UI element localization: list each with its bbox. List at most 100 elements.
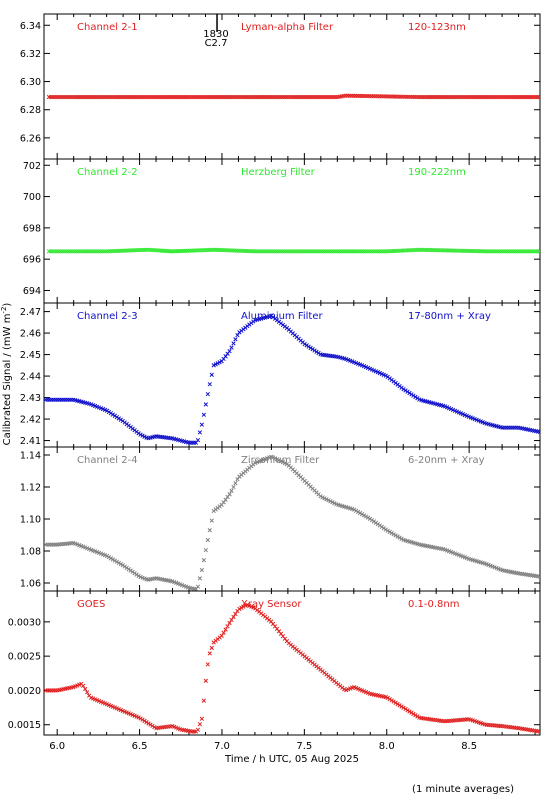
data-point <box>229 345 234 350</box>
data-point <box>195 584 201 589</box>
y-tick-label: 702 <box>23 161 41 172</box>
x-tick-label: 6.0 <box>49 741 65 752</box>
data-point <box>227 620 232 626</box>
filter-label: Herzberg Filter <box>241 167 316 178</box>
data-point <box>389 698 394 703</box>
data-point <box>138 716 143 721</box>
data-point <box>199 716 205 721</box>
x-axis-label: Time / h UTC, 05 Aug 2025 <box>224 754 359 765</box>
data-point <box>397 703 402 708</box>
data-point <box>537 729 540 734</box>
y-tick-label: 0.0025 <box>8 652 41 663</box>
data-point <box>223 497 228 502</box>
footnote: (1 minute averages) <box>412 784 514 795</box>
data-point <box>81 683 86 688</box>
data-point <box>353 508 359 513</box>
data-point <box>205 662 210 667</box>
data-point <box>363 514 369 519</box>
y-tick-label: 2.46 <box>20 329 41 340</box>
data-point <box>393 533 398 538</box>
y-tick-label: 0.0030 <box>8 617 41 628</box>
data-point <box>85 690 90 695</box>
data-point <box>537 574 540 579</box>
data-point <box>197 430 203 435</box>
data-point <box>209 518 214 523</box>
y-tick-label: 1.08 <box>20 547 41 558</box>
data-point <box>241 604 246 609</box>
data-point <box>385 695 390 701</box>
y-tick-label: 6.28 <box>20 105 41 116</box>
data-point <box>397 535 402 540</box>
plot-frame <box>43 590 541 736</box>
panel-4: 1.061.081.101.121.14 Channel 2-4 Zirconium… <box>20 446 541 592</box>
series-2 <box>46 247 540 254</box>
data-point <box>201 698 206 703</box>
data-point <box>83 686 88 692</box>
data-point <box>355 509 361 515</box>
y-tick-label: 1.06 <box>20 579 41 590</box>
data-point <box>148 722 153 727</box>
data-point <box>537 249 540 254</box>
data-point <box>118 561 123 567</box>
y-axis-label-end: ) <box>2 303 13 307</box>
data-point <box>351 507 357 512</box>
data-point <box>207 651 212 656</box>
data-point <box>235 477 240 482</box>
data-point <box>537 94 540 100</box>
y-tick-label: 1.14 <box>20 451 41 462</box>
data-point <box>391 532 396 537</box>
data-point <box>391 699 396 704</box>
y-tick-label: 1.12 <box>20 483 41 494</box>
panel-1: 6.26 6.28 6.30 6.32 6.34 Channel 2-1 Lyman-alp… <box>20 13 541 160</box>
data-point <box>409 710 414 715</box>
data-point <box>104 553 110 559</box>
data-point <box>415 714 420 719</box>
filter-label: Xray Sensor <box>241 599 302 610</box>
data-point <box>195 727 201 732</box>
data-point <box>411 711 416 717</box>
band-label: 17-80nm + Xray <box>408 311 491 322</box>
data-point <box>395 534 400 539</box>
x-tick-label: 6.5 <box>132 741 148 752</box>
data-point <box>227 492 232 497</box>
data-point <box>225 624 230 629</box>
filter-label: Aluminium Filter <box>241 311 324 322</box>
data-point <box>112 558 118 563</box>
data-point <box>108 556 114 561</box>
y-tick-label: 6.34 <box>20 21 41 32</box>
data-point <box>387 529 392 535</box>
panel-3: 2.41 2.42 2.43 2.44 2.45 2.46 2.47 Channel 2-3 A… <box>20 302 541 448</box>
series-4 <box>44 454 540 591</box>
data-point <box>383 373 388 378</box>
data-point <box>197 722 203 727</box>
data-point <box>365 515 371 520</box>
plot-frame <box>43 302 541 448</box>
data-point <box>203 547 208 553</box>
channel-label: GOES <box>77 599 105 610</box>
data-point <box>209 372 214 377</box>
y-tick-label: 2.44 <box>20 372 41 383</box>
band-label: 0.1-0.8nm <box>408 599 460 610</box>
data-point <box>385 528 390 533</box>
data-point <box>401 705 406 710</box>
data-point <box>229 488 234 493</box>
flare-class-label: C2.7 <box>205 38 228 49</box>
data-point <box>209 645 214 651</box>
y-tick-label: 0.0015 <box>8 720 41 731</box>
data-point <box>361 513 367 518</box>
data-point <box>231 484 236 490</box>
y-tick-label: 0.0020 <box>8 686 41 697</box>
data-point <box>268 313 274 319</box>
data-point <box>150 723 155 729</box>
y-tick-label: 2.41 <box>20 436 41 447</box>
filter-label: Lyman-alpha Filter <box>241 22 334 33</box>
band-label: 120-123nm <box>408 22 466 33</box>
data-point <box>219 633 224 638</box>
data-point <box>195 437 201 443</box>
y-tick-label: 6.30 <box>20 77 41 88</box>
series-3 <box>44 313 540 445</box>
y-tick-label: 694 <box>23 286 41 297</box>
data-point <box>413 713 418 718</box>
y-axis-label-sup: -2 <box>0 307 8 314</box>
